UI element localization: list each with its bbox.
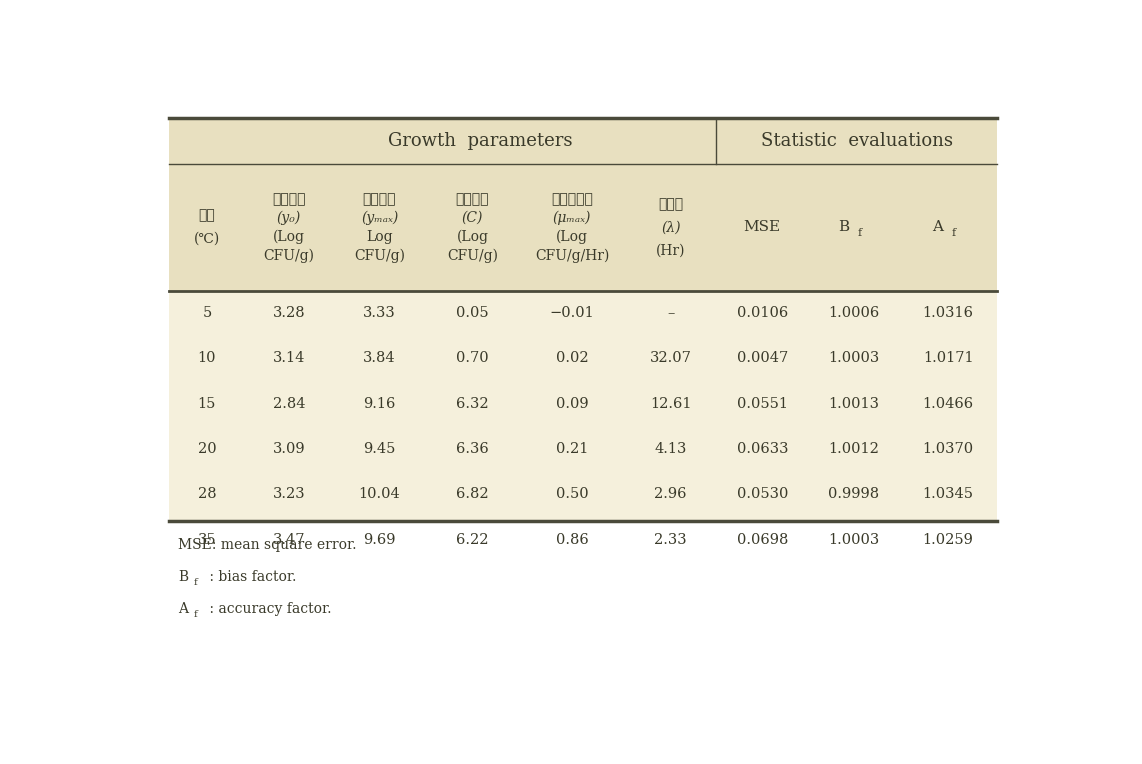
- Text: 온도: 온도: [199, 209, 216, 222]
- Text: (Log: (Log: [556, 229, 588, 244]
- Text: 6.36: 6.36: [456, 442, 489, 456]
- Text: 0.0530: 0.0530: [737, 487, 788, 501]
- Text: 3.28: 3.28: [273, 306, 305, 320]
- Text: f: f: [951, 228, 956, 238]
- Text: 3.33: 3.33: [363, 306, 396, 320]
- Text: f: f: [858, 228, 861, 238]
- Text: 2.84: 2.84: [273, 397, 305, 411]
- Text: CFU/g): CFU/g): [264, 248, 314, 263]
- Text: f: f: [193, 578, 196, 587]
- Text: 0.09: 0.09: [556, 397, 588, 411]
- Text: MSE: MSE: [743, 220, 781, 235]
- Text: B: B: [178, 570, 188, 584]
- Text: 10.04: 10.04: [359, 487, 401, 501]
- Text: 2.96: 2.96: [654, 487, 687, 501]
- Text: : bias factor.: : bias factor.: [204, 570, 296, 584]
- Text: (Log: (Log: [457, 229, 489, 244]
- Text: 1.0013: 1.0013: [828, 397, 879, 411]
- Text: 0.0698: 0.0698: [737, 533, 788, 547]
- Text: 1.0003: 1.0003: [828, 351, 879, 365]
- Text: 1.0259: 1.0259: [923, 533, 974, 547]
- Text: 1.0316: 1.0316: [923, 306, 974, 320]
- Text: 초기균수: 초기균수: [272, 192, 306, 206]
- Text: 0.0633: 0.0633: [737, 442, 788, 456]
- Text: : accuracy factor.: : accuracy factor.: [204, 602, 331, 617]
- Text: 0.9998: 0.9998: [828, 487, 879, 501]
- Text: 최대성장률: 최대성장률: [552, 192, 593, 206]
- Text: 0.86: 0.86: [556, 533, 588, 547]
- Text: 0.70: 0.70: [456, 351, 489, 365]
- Text: 1.0006: 1.0006: [828, 306, 879, 320]
- Text: A: A: [932, 220, 943, 235]
- Text: 1.0345: 1.0345: [923, 487, 974, 501]
- Text: Statistic  evaluations: Statistic evaluations: [761, 132, 952, 150]
- Text: 3.23: 3.23: [273, 487, 305, 501]
- Text: MSE: mean square error.: MSE: mean square error.: [178, 538, 356, 552]
- Text: 6.32: 6.32: [456, 397, 489, 411]
- Text: (C): (C): [461, 211, 483, 225]
- Text: 균수차이: 균수차이: [456, 192, 489, 206]
- Text: 유도기: 유도기: [658, 197, 683, 211]
- Text: 35: 35: [198, 533, 216, 547]
- Text: 4.13: 4.13: [654, 442, 686, 456]
- Text: 1.0466: 1.0466: [923, 397, 974, 411]
- Text: 9.69: 9.69: [363, 533, 396, 547]
- Text: CFU/g): CFU/g): [354, 248, 405, 263]
- Text: 15: 15: [198, 397, 216, 411]
- Text: (y₀): (y₀): [276, 211, 300, 225]
- Text: 최대균수: 최대균수: [363, 192, 396, 206]
- Text: 6.82: 6.82: [456, 487, 489, 501]
- Text: 3.84: 3.84: [363, 351, 396, 365]
- Text: 12.61: 12.61: [650, 397, 691, 411]
- Text: 1.0012: 1.0012: [828, 442, 879, 456]
- Text: (℃): (℃): [194, 232, 220, 246]
- Text: Growth  parameters: Growth parameters: [388, 132, 572, 150]
- Text: 0.05: 0.05: [456, 306, 489, 320]
- Text: 3.14: 3.14: [273, 351, 305, 365]
- Bar: [169, 118, 997, 521]
- Text: 1.0370: 1.0370: [923, 442, 974, 456]
- Text: 6.22: 6.22: [456, 533, 489, 547]
- Text: f: f: [193, 610, 196, 619]
- Text: B: B: [838, 220, 849, 235]
- Text: 1.0003: 1.0003: [828, 533, 879, 547]
- Text: 5: 5: [202, 306, 211, 320]
- Text: CFU/g/Hr): CFU/g/Hr): [534, 248, 609, 263]
- Text: A: A: [178, 602, 188, 617]
- Text: (Hr): (Hr): [656, 244, 685, 257]
- Text: 20: 20: [198, 442, 216, 456]
- Text: −0.01: −0.01: [549, 306, 594, 320]
- Text: 32.07: 32.07: [650, 351, 692, 365]
- Text: (μₘₐₓ): (μₘₐₓ): [553, 211, 592, 225]
- Text: 0.0106: 0.0106: [737, 306, 788, 320]
- Text: –: –: [667, 306, 675, 320]
- Text: 10: 10: [198, 351, 216, 365]
- Text: CFU/g): CFU/g): [447, 248, 498, 263]
- Text: 0.02: 0.02: [556, 351, 588, 365]
- Text: 0.50: 0.50: [556, 487, 588, 501]
- Text: (λ): (λ): [661, 220, 681, 235]
- Text: 9.16: 9.16: [363, 397, 395, 411]
- Text: 3.09: 3.09: [273, 442, 305, 456]
- Text: 9.45: 9.45: [363, 442, 395, 456]
- Text: Log: Log: [367, 230, 393, 244]
- Text: 1.0171: 1.0171: [923, 351, 973, 365]
- Bar: [169, 118, 997, 290]
- Text: 0.21: 0.21: [556, 442, 588, 456]
- Text: (yₘₐₓ): (yₘₐₓ): [361, 211, 399, 225]
- Text: 2.33: 2.33: [654, 533, 687, 547]
- Text: 28: 28: [198, 487, 216, 501]
- Text: 3.47: 3.47: [273, 533, 305, 547]
- Text: 0.0551: 0.0551: [737, 397, 788, 411]
- Text: (Log: (Log: [273, 229, 305, 244]
- Text: 0.0047: 0.0047: [737, 351, 788, 365]
